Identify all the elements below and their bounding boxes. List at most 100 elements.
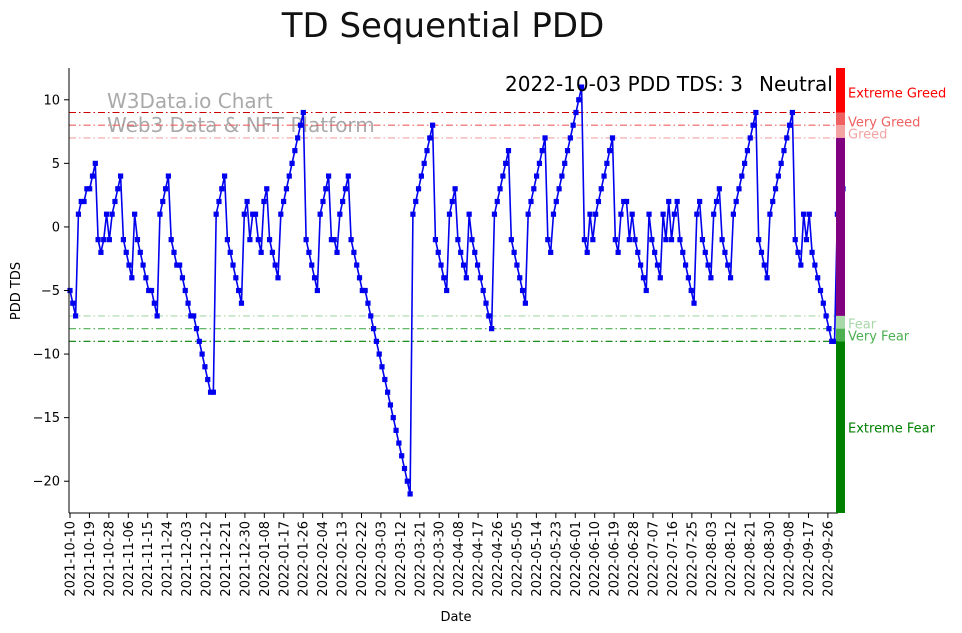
data-point (702, 249, 708, 255)
x-tick-label: 2022-02-04 (316, 521, 331, 597)
data-point (640, 275, 647, 281)
data-point (629, 211, 635, 217)
x-tick-label: 2022-09-17 (802, 521, 817, 597)
data-point (576, 97, 582, 103)
data-point (182, 287, 188, 294)
data-point (140, 262, 146, 268)
data-point (764, 275, 770, 281)
data-point (694, 211, 700, 217)
y-ticks: 10 5 0 −5 −10 −15 −20 (33, 93, 69, 490)
data-point (272, 262, 278, 268)
x-tick-label: 2022-06-28 (627, 521, 642, 597)
status-text: 2022-10-03 PDD TDS: 3 (505, 72, 743, 96)
data-point (168, 237, 174, 243)
data-point (317, 211, 323, 217)
data-point (491, 211, 498, 217)
x-tick-label: 2021-12-12 (200, 521, 215, 597)
x-tick-label: 2022-01-08 (258, 521, 273, 597)
data-point (323, 186, 329, 192)
data-point (281, 198, 287, 205)
data-point (236, 287, 242, 294)
x-tick-label: 2022-05-23 (549, 521, 564, 597)
data-point (393, 427, 399, 433)
x-tick-label: 2022-09-26 (821, 521, 836, 597)
data-point (528, 198, 534, 205)
data-point (598, 186, 604, 192)
x-tick-label: 2021-10-28 (102, 521, 117, 597)
data-point (460, 262, 467, 268)
side-bar-segment (836, 137, 845, 316)
data-point (73, 313, 79, 319)
data-point (67, 287, 73, 294)
data-point (424, 148, 430, 154)
data-point (269, 249, 275, 255)
zone-label: Very Fear (848, 330, 910, 345)
data-point (519, 287, 526, 294)
data-point (309, 262, 315, 268)
data-point (185, 300, 191, 306)
x-tick-label: 2021-10-10 (64, 521, 79, 597)
data-point (691, 300, 697, 306)
data-point (241, 211, 247, 217)
data-point (621, 198, 627, 205)
data-point (89, 173, 96, 179)
data-point (587, 211, 593, 217)
data-point (300, 109, 306, 116)
zone-lines (69, 111, 838, 342)
x-tick-label: 2022-04-26 (491, 521, 506, 597)
data-point (713, 198, 720, 205)
data-point (230, 262, 236, 268)
data-point (244, 198, 250, 205)
data-point (486, 313, 492, 319)
data-point (559, 173, 565, 179)
data-point (556, 186, 562, 192)
data-point (188, 313, 194, 319)
data-point (410, 211, 416, 217)
data-point (680, 249, 686, 255)
data-point (264, 186, 270, 192)
data-point (137, 249, 143, 255)
x-tick-label: 2021-11-15 (141, 521, 156, 597)
data-point (671, 211, 677, 217)
data-point (463, 275, 469, 281)
data-point (415, 186, 422, 192)
data-point (517, 275, 523, 281)
data-point (652, 249, 658, 255)
data-point (250, 211, 256, 217)
data-point (649, 237, 655, 243)
x-tick-label: 2022-08-03 (705, 521, 720, 597)
data-point (151, 300, 157, 306)
data-point (162, 186, 169, 192)
data-point (654, 262, 661, 268)
data-point (772, 186, 779, 192)
x-tick-label: 2022-04-17 (472, 521, 487, 597)
data-point (505, 148, 512, 154)
data-point (132, 211, 138, 217)
data-point (252, 211, 259, 217)
data-point (146, 287, 152, 294)
y-tick-label: −5 (41, 284, 60, 299)
data-point (643, 287, 649, 294)
data-point (385, 389, 391, 395)
data-point (472, 249, 478, 255)
data-point (781, 148, 787, 154)
y-axis-label: PDD TDS (9, 262, 24, 320)
data-point (438, 262, 444, 268)
data-point (581, 237, 587, 243)
data-point (112, 198, 118, 205)
chart-title: TD Sequential PDD (281, 6, 605, 46)
zone-label: Extreme Greed (848, 87, 946, 102)
data-point (812, 262, 818, 268)
data-point (70, 300, 76, 306)
data-point (266, 237, 273, 243)
data-point (435, 249, 441, 255)
data-point (396, 440, 402, 446)
data-point (95, 237, 101, 243)
data-point (233, 275, 239, 281)
data-point (682, 262, 689, 268)
watermark-line-1: W3Data.io Chart (107, 89, 273, 113)
data-point (744, 148, 751, 154)
data-point (815, 275, 821, 281)
data-point (817, 287, 824, 294)
